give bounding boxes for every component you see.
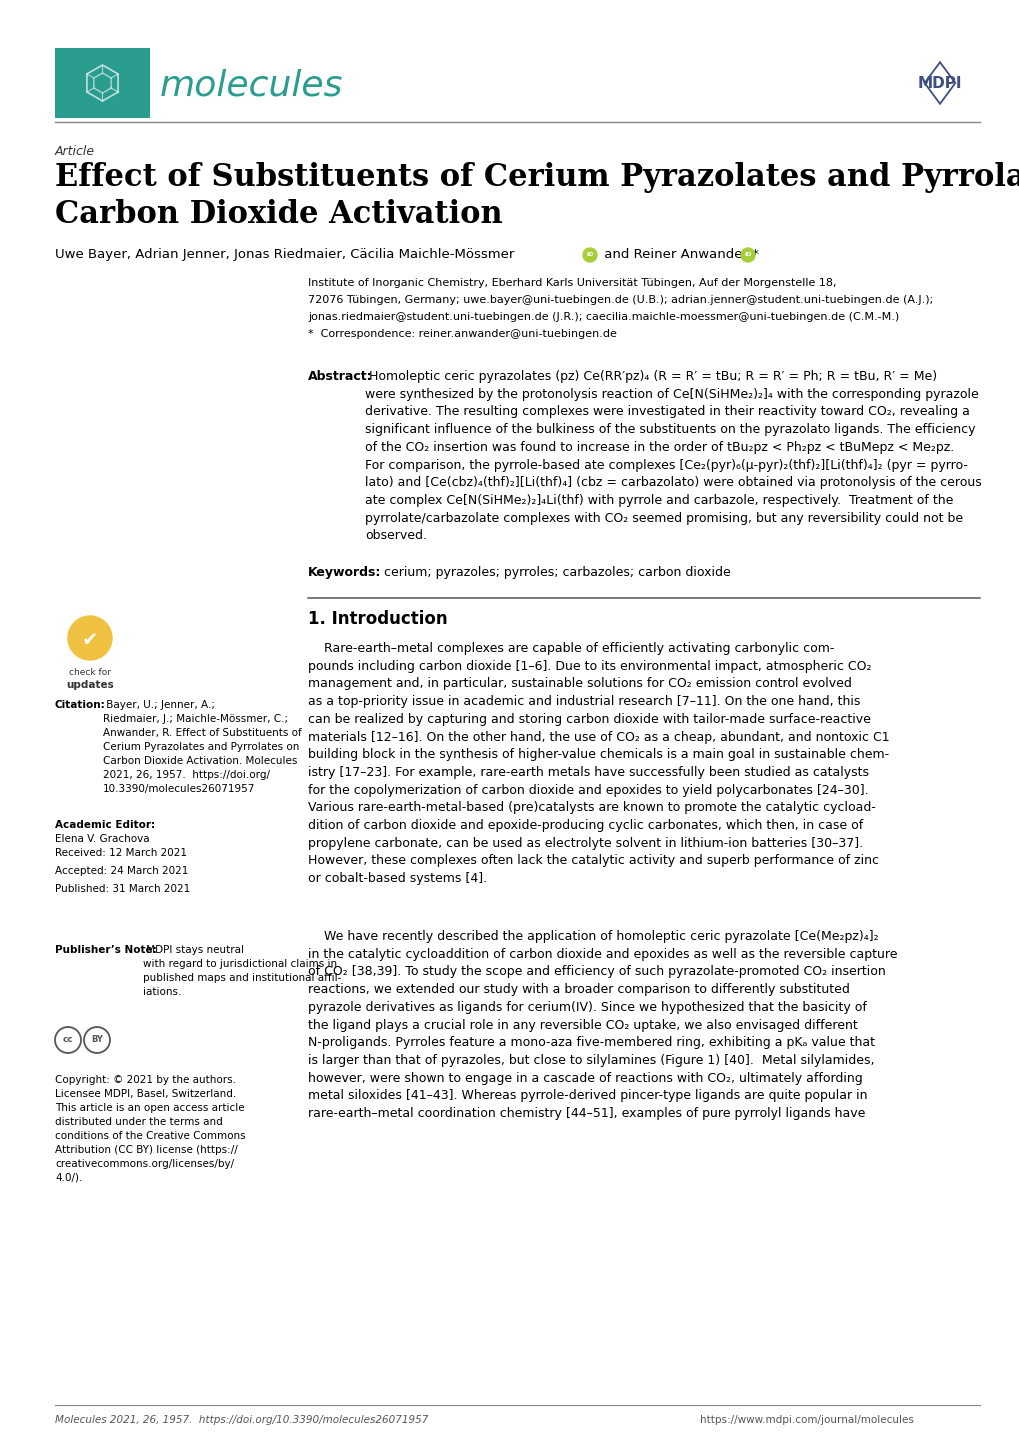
Text: Published: 31 March 2021: Published: 31 March 2021 bbox=[55, 884, 191, 894]
Text: and Reiner Anwander *: and Reiner Anwander * bbox=[599, 248, 758, 261]
Text: 72076 Tübingen, Germany; uwe.bayer@uni-tuebingen.de (U.B.); adrian.jenner@studen: 72076 Tübingen, Germany; uwe.bayer@uni-t… bbox=[308, 296, 932, 306]
Text: https://www.mdpi.com/journal/molecules: https://www.mdpi.com/journal/molecules bbox=[699, 1415, 913, 1425]
Text: cerium; pyrazoles; pyrroles; carbazoles; carbon dioxide: cerium; pyrazoles; pyrroles; carbazoles;… bbox=[380, 567, 730, 580]
Text: *  Correspondence: reiner.anwander@uni-tuebingen.de: * Correspondence: reiner.anwander@uni-tu… bbox=[308, 329, 616, 339]
Text: Institute of Inorganic Chemistry, Eberhard Karls Universität Tübingen, Auf der M: Institute of Inorganic Chemistry, Eberha… bbox=[308, 278, 836, 288]
Text: Publisher’s Note:: Publisher’s Note: bbox=[55, 945, 157, 955]
Text: Uwe Bayer, Adrian Jenner, Jonas Riedmaier, Cäcilia Maichle-Mössmer: Uwe Bayer, Adrian Jenner, Jonas Riedmaie… bbox=[55, 248, 514, 261]
Text: Molecules 2021, 26, 1957.  https://doi.org/10.3390/molecules26071957: Molecules 2021, 26, 1957. https://doi.or… bbox=[55, 1415, 428, 1425]
Text: MDPI: MDPI bbox=[917, 75, 961, 91]
Text: Citation:: Citation: bbox=[55, 699, 106, 709]
Text: Homoleptic ceric pyrazolates (pz) Ce(RR′pz)₄ (R = R′ = tBu; R = R′ = Ph; R = tBu: Homoleptic ceric pyrazolates (pz) Ce(RR′… bbox=[365, 371, 981, 542]
Text: check for: check for bbox=[69, 668, 111, 676]
Circle shape bbox=[740, 248, 754, 262]
Circle shape bbox=[68, 616, 112, 660]
Text: Abstract:: Abstract: bbox=[308, 371, 372, 384]
Text: Copyright: © 2021 by the authors.
Licensee MDPI, Basel, Switzerland.
This articl: Copyright: © 2021 by the authors. Licens… bbox=[55, 1074, 246, 1182]
Text: Academic Editor:: Academic Editor: bbox=[55, 820, 155, 831]
Text: Bayer, U.; Jenner, A.;
Riedmaier, J.; Maichle-Mössmer, C.;
Anwander, R. Effect o: Bayer, U.; Jenner, A.; Riedmaier, J.; Ma… bbox=[103, 699, 302, 795]
Text: iD: iD bbox=[744, 252, 751, 258]
Text: ✔: ✔ bbox=[82, 630, 98, 649]
Text: jonas.riedmaier@student.uni-tuebingen.de (J.R.); caecilia.maichle-moessmer@uni-t: jonas.riedmaier@student.uni-tuebingen.de… bbox=[308, 311, 899, 322]
Text: Received: 12 March 2021: Received: 12 March 2021 bbox=[55, 848, 186, 858]
Text: We have recently described the application of homoleptic ceric pyrazolate [Ce(Me: We have recently described the applicati… bbox=[308, 930, 897, 1120]
Circle shape bbox=[583, 248, 596, 262]
Text: molecules: molecules bbox=[160, 68, 343, 102]
Bar bbox=[55, 48, 150, 118]
Text: BY: BY bbox=[91, 1035, 103, 1044]
Text: Elena V. Grachova: Elena V. Grachova bbox=[55, 833, 150, 844]
Text: MDPI stays neutral
with regard to jurisdictional claims in
published maps and in: MDPI stays neutral with regard to jurisd… bbox=[143, 945, 341, 996]
Text: Keywords:: Keywords: bbox=[308, 567, 381, 580]
Text: Article: Article bbox=[55, 146, 95, 159]
Text: Rare-earth–metal complexes are capable of efficiently activating carbonylic com-: Rare-earth–metal complexes are capable o… bbox=[308, 642, 889, 885]
Text: Accepted: 24 March 2021: Accepted: 24 March 2021 bbox=[55, 867, 189, 875]
Text: iD: iD bbox=[586, 252, 593, 258]
Text: 1. Introduction: 1. Introduction bbox=[308, 610, 447, 629]
Text: updates: updates bbox=[66, 681, 114, 691]
Text: cc: cc bbox=[62, 1035, 73, 1044]
Text: Effect of Substituents of Cerium Pyrazolates and Pyrrolates on
Carbon Dioxide Ac: Effect of Substituents of Cerium Pyrazol… bbox=[55, 162, 1019, 231]
